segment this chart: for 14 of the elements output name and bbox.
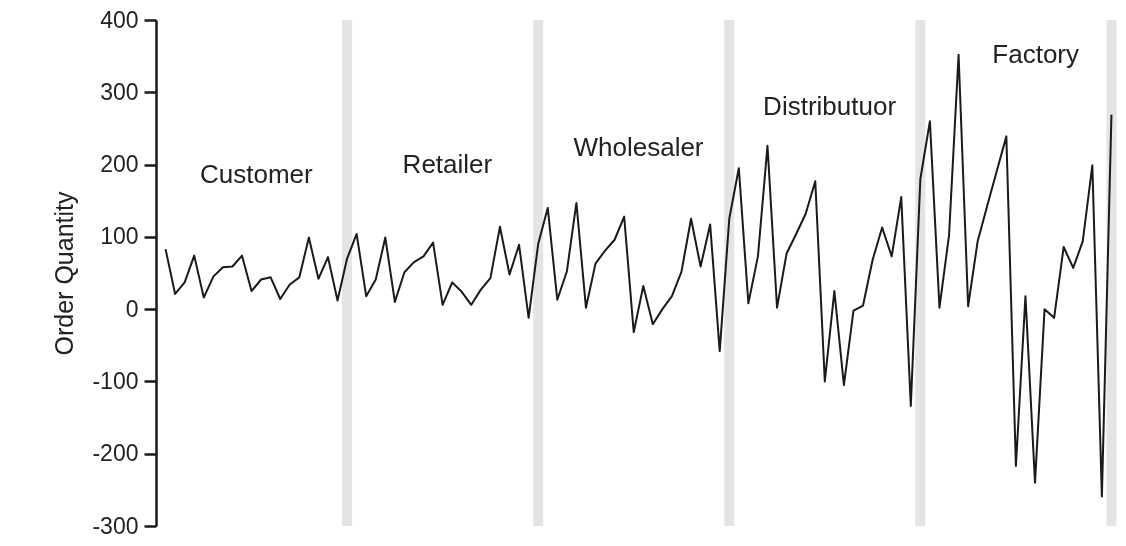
- y-tick-label: 400: [100, 6, 139, 33]
- y-tick-label: 0: [125, 295, 139, 322]
- y-axis-title: Order Quantity: [50, 191, 79, 356]
- annotation: Retailer: [402, 149, 493, 179]
- y-tick-label: -200: [92, 440, 139, 467]
- y-tick-label: -300: [92, 512, 139, 539]
- annotation: Distributuor: [763, 91, 897, 121]
- annotation: Factory: [992, 39, 1080, 69]
- annotation: Customer: [199, 159, 314, 189]
- y-tick-label: 300: [100, 78, 139, 105]
- y-tick-label: -100: [92, 367, 139, 394]
- annotation: Wholesaler: [573, 132, 704, 162]
- y-tick-label: 200: [100, 151, 139, 178]
- y-tick-label: 100: [100, 223, 139, 250]
